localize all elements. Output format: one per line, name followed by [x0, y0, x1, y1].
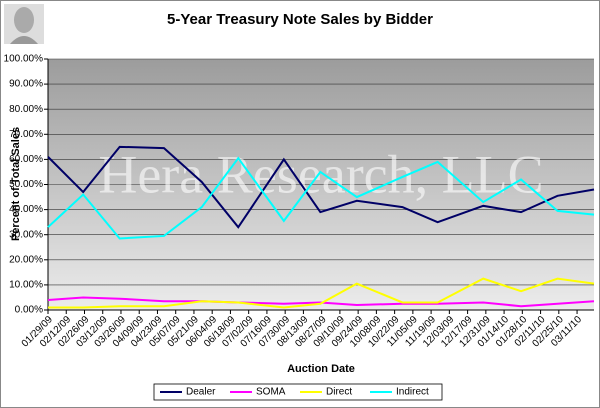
- y-tick-label: 70.00%: [9, 129, 43, 140]
- y-tick-label: 10.00%: [9, 280, 43, 291]
- legend-label: Dealer: [186, 387, 216, 398]
- y-tick-label: 50.00%: [9, 179, 43, 190]
- legend-box: [153, 383, 443, 401]
- logo: [4, 4, 44, 44]
- y-tick-label: 90.00%: [9, 79, 43, 90]
- series-line: [47, 145, 595, 229]
- y-tick-label: 40.00%: [9, 204, 43, 215]
- chart-title: 5-Year Treasury Note Sales by Bidder: [167, 11, 433, 28]
- series-line: [47, 296, 595, 308]
- watermark: Hera Research, LLC: [98, 144, 543, 204]
- legend-label: Direct: [326, 387, 352, 398]
- y-axis-label: Percent of Total Sales: [10, 127, 22, 241]
- legend-label: Indirect: [396, 387, 429, 398]
- x-axis-label: Auction Date: [287, 363, 355, 375]
- legend-label: SOMA: [256, 387, 286, 398]
- y-tick-label: 0.00%: [15, 305, 43, 316]
- legend: Dealer SOMA Direct Indirect: [153, 383, 443, 401]
- y-tick-label: 30.00%: [9, 229, 43, 240]
- y-tick-label: 100.00%: [4, 54, 44, 65]
- y-tick-label: 60.00%: [9, 154, 43, 165]
- y-tick-label: 20.00%: [9, 254, 43, 265]
- y-tick-label: 80.00%: [9, 104, 43, 115]
- series-line: [47, 156, 595, 240]
- series-line: [48, 277, 595, 309]
